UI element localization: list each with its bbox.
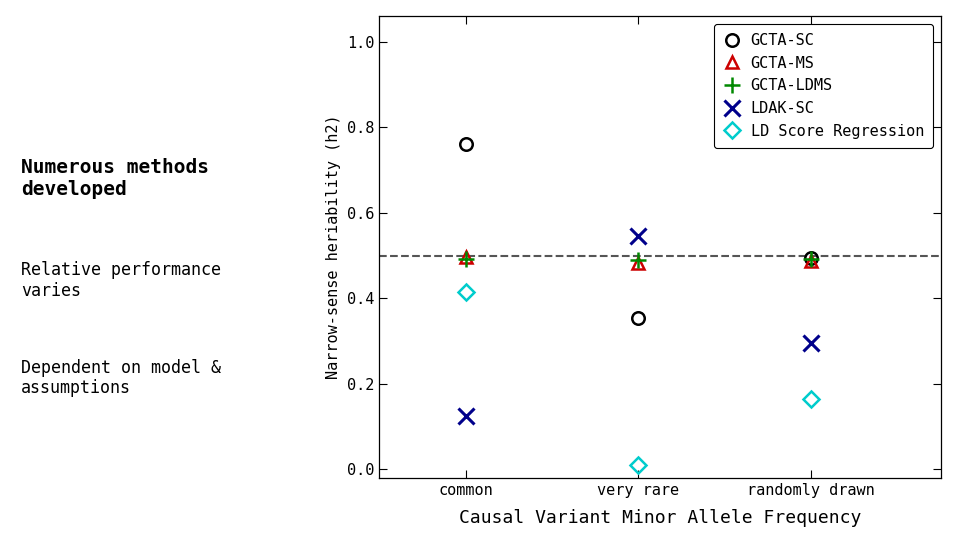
Legend: GCTA-SC, GCTA-MS, GCTA-LDMS, LDAK-SC, LD Score Regression: GCTA-SC, GCTA-MS, GCTA-LDMS, LDAK-SC, LD… [714, 24, 933, 148]
Text: Numerous methods
developed: Numerous methods developed [21, 158, 209, 199]
Y-axis label: Narrow-sense heriability (h2): Narrow-sense heriability (h2) [326, 114, 342, 380]
Text: Relative performance
varies: Relative performance varies [21, 261, 221, 300]
Text: Dependent on model &
assumptions: Dependent on model & assumptions [21, 359, 221, 397]
X-axis label: Causal Variant Minor Allele Frequency: Causal Variant Minor Allele Frequency [459, 509, 861, 527]
